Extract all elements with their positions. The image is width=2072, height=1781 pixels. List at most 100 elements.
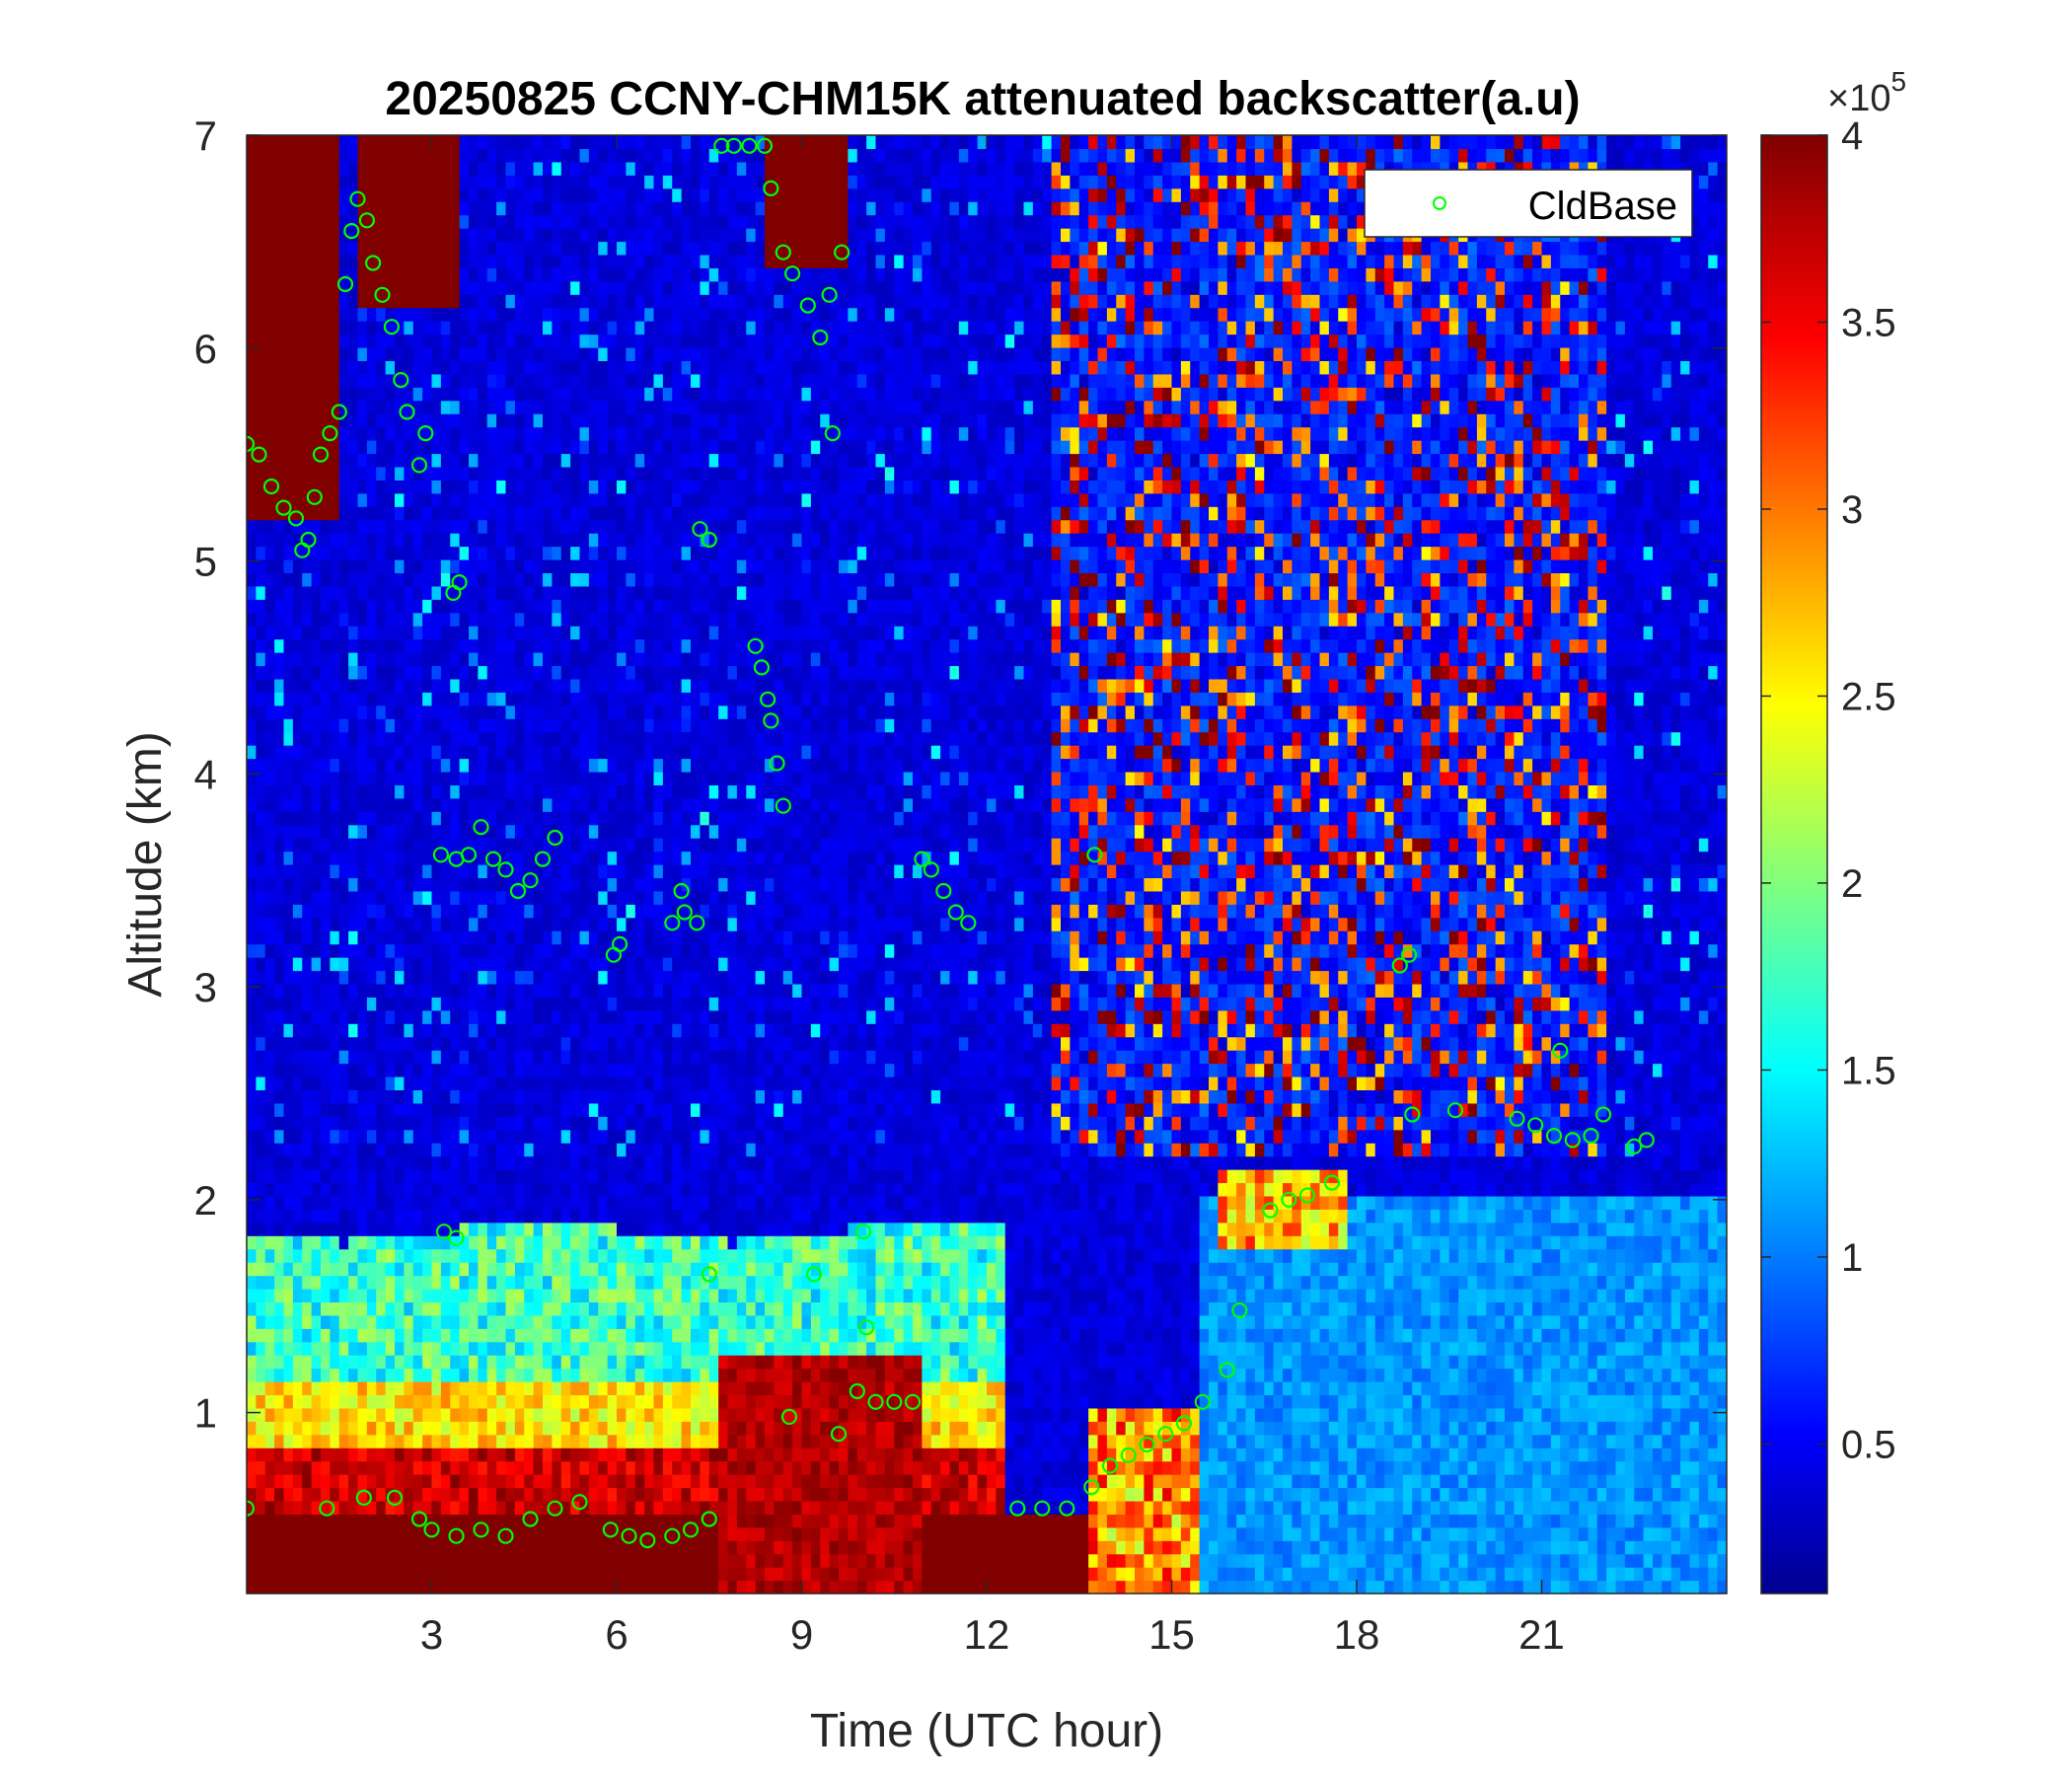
- heatmap-cell: [469, 401, 479, 414]
- heatmap-cell: [422, 1394, 432, 1408]
- heatmap-cell: [561, 1421, 571, 1435]
- heatmap-cell: [321, 1567, 331, 1581]
- heatmap-cell: [302, 1223, 312, 1236]
- heatmap-cell: [395, 759, 405, 773]
- heatmap-cell: [589, 1328, 599, 1342]
- heatmap-cell: [617, 533, 627, 547]
- heatmap-cell: [626, 413, 635, 427]
- heatmap-cell: [330, 904, 339, 918]
- heatmap-cell: [413, 930, 423, 944]
- heatmap-cell: [413, 360, 423, 374]
- heatmap-cell: [330, 586, 339, 600]
- heatmap-cell: [339, 321, 349, 334]
- heatmap-cell: [496, 188, 506, 202]
- heatmap-cell: [293, 1567, 303, 1581]
- heatmap-cell: [580, 705, 590, 719]
- heatmap-cell: [339, 360, 349, 374]
- heatmap-cell: [506, 1103, 516, 1117]
- heatmap-cell: [422, 1567, 432, 1581]
- heatmap-cell: [302, 891, 312, 905]
- heatmap-cell: [376, 1156, 386, 1170]
- heatmap-cell: [358, 1355, 368, 1369]
- heatmap-cell: [654, 547, 664, 560]
- heatmap-cell: [644, 1381, 654, 1395]
- heatmap-cell: [469, 281, 479, 295]
- heatmap-cell: [247, 864, 257, 878]
- heatmap-cell: [515, 1527, 525, 1541]
- heatmap-cell: [312, 334, 322, 348]
- heatmap-cell: [654, 1169, 664, 1183]
- heatmap-cell: [321, 652, 331, 666]
- heatmap-cell: [339, 705, 349, 719]
- heatmap-cell: [561, 321, 571, 334]
- heatmap-cell: [580, 506, 590, 520]
- heatmap-cell: [395, 798, 405, 812]
- heatmap-cell: [312, 639, 322, 653]
- heatmap-cell: [478, 1249, 487, 1263]
- heatmap-cell: [561, 984, 571, 998]
- heatmap-cell: [515, 692, 525, 705]
- heatmap-cell: [552, 1488, 561, 1502]
- heatmap-cell: [487, 267, 497, 281]
- heatmap-cell: [450, 1103, 460, 1117]
- heatmap-cell: [432, 1381, 442, 1395]
- heatmap-cell: [570, 1355, 580, 1369]
- heatmap-cell: [274, 1262, 284, 1276]
- heatmap-cell: [617, 1262, 627, 1276]
- heatmap-cell: [339, 970, 349, 984]
- heatmap-cell: [561, 1369, 571, 1382]
- heatmap-cell: [552, 784, 561, 798]
- heatmap-cell: [441, 1156, 451, 1170]
- heatmap-cell: [422, 175, 432, 188]
- heatmap-cell: [312, 944, 322, 958]
- heatmap-cell: [404, 1581, 413, 1595]
- heatmap-cell: [534, 148, 544, 162]
- heatmap-cell: [386, 201, 396, 215]
- heatmap-cell: [265, 1554, 275, 1568]
- heatmap-cell: [552, 547, 561, 560]
- heatmap-cell: [348, 944, 358, 958]
- heatmap-cell: [376, 825, 386, 839]
- heatmap-cell: [561, 930, 571, 944]
- heatmap-cell: [496, 718, 506, 732]
- heatmap-cell: [626, 613, 635, 627]
- heatmap-cell: [598, 798, 608, 812]
- heatmap-cell: [432, 1315, 442, 1329]
- heatmap-cell: [478, 586, 487, 600]
- heatmap-cell: [404, 228, 413, 242]
- heatmap-cell: [284, 520, 294, 534]
- heatmap-cell: [635, 1023, 645, 1037]
- heatmap-cell: [247, 228, 257, 242]
- heatmap-cell: [367, 572, 377, 586]
- heatmap-cell: [580, 480, 590, 493]
- heatmap-cell: [496, 360, 506, 374]
- heatmap-cell: [478, 559, 487, 573]
- heatmap-cell: [339, 1488, 349, 1502]
- heatmap-cell: [506, 705, 516, 719]
- heatmap-cell: [265, 308, 275, 322]
- heatmap-cell: [524, 1394, 534, 1408]
- heatmap-cell: [598, 1421, 608, 1435]
- heatmap-cell: [247, 1394, 257, 1408]
- heatmap-cell: [339, 784, 349, 798]
- heatmap-cell: [654, 1554, 664, 1568]
- heatmap-cell: [663, 1249, 673, 1263]
- heatmap-cell: [478, 1408, 487, 1422]
- heatmap-cell: [348, 759, 358, 773]
- heatmap-cell: [339, 374, 349, 388]
- heatmap-cell: [598, 1554, 608, 1568]
- heatmap-cell: [469, 520, 479, 534]
- heatmap-cell: [506, 1581, 516, 1595]
- heatmap-cell: [432, 1289, 442, 1302]
- heatmap-cell: [635, 1554, 645, 1568]
- heatmap-cell: [450, 347, 460, 361]
- heatmap-cell: [543, 201, 553, 215]
- heatmap-cell: [265, 1421, 275, 1435]
- heatmap-cell: [265, 401, 275, 414]
- heatmap-cell: [312, 294, 322, 308]
- heatmap-cell: [524, 613, 534, 627]
- heatmap-cell: [358, 347, 368, 361]
- heatmap-cell: [478, 215, 487, 229]
- heatmap-cell: [284, 440, 294, 454]
- heatmap-cell: [293, 1156, 303, 1170]
